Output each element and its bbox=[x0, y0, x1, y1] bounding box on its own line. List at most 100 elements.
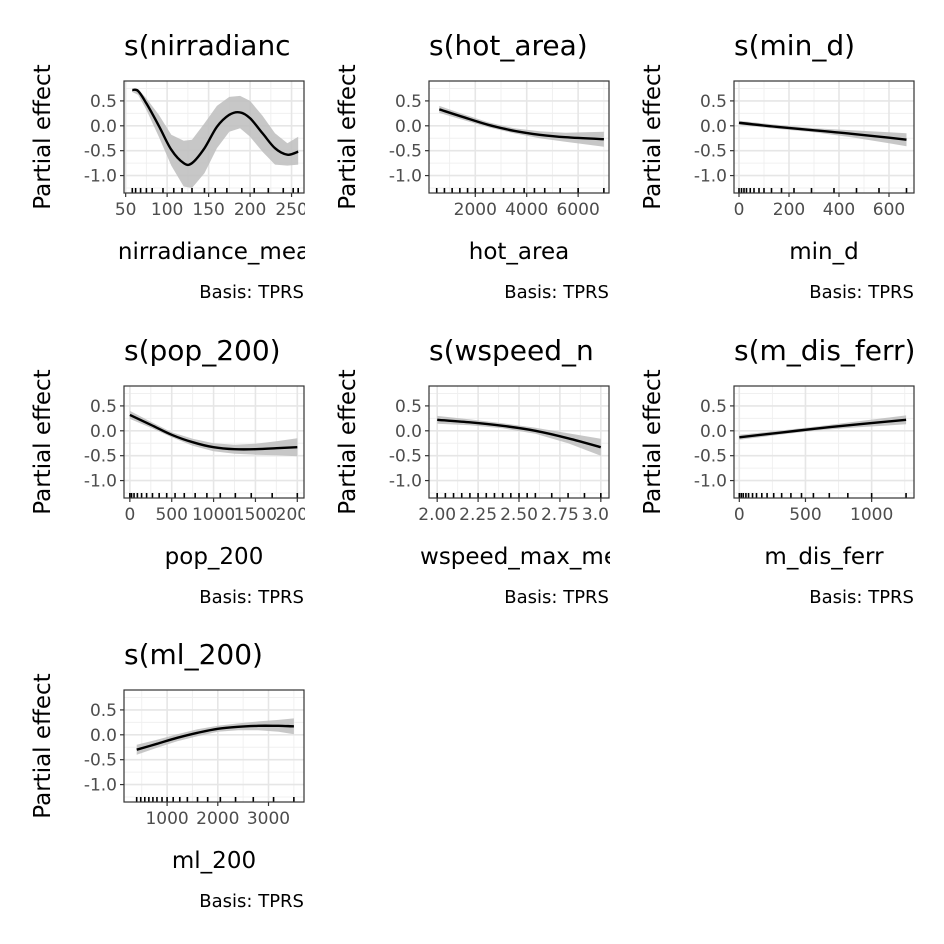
x-tick-label: 4000 bbox=[505, 200, 548, 220]
y-tick-label: 0.0 bbox=[395, 422, 422, 442]
panel-title: s(wspeed_n bbox=[429, 334, 594, 367]
y-tick-label: -1.0 bbox=[84, 776, 117, 796]
x-tick-label: 0 bbox=[124, 505, 135, 525]
y-tick-label: 0.5 bbox=[700, 397, 727, 417]
y-axis-label: Partial effect bbox=[640, 64, 666, 209]
smooth-line bbox=[738, 121, 907, 141]
x-tick-label: 2000 bbox=[276, 505, 319, 525]
x-tick-label: 500 bbox=[789, 505, 821, 525]
y-tick-label: 0.0 bbox=[395, 117, 422, 137]
y-axis-label: Partial effect bbox=[30, 673, 56, 818]
y-tick-label: -1.0 bbox=[84, 167, 117, 187]
x-tick-label: 6000 bbox=[557, 200, 600, 220]
x-axis-label: m_dis_ferr bbox=[764, 544, 884, 570]
y-tick-label: -1.0 bbox=[694, 472, 727, 492]
y-tick-label: 0.5 bbox=[700, 92, 727, 112]
x-tick-label: 200 bbox=[234, 200, 266, 220]
confidence-band bbox=[129, 410, 298, 457]
x-axis-label: ml_200 bbox=[172, 848, 256, 874]
x-tick-label: 2.50 bbox=[500, 505, 538, 525]
y-tick-label: -1.0 bbox=[694, 167, 727, 187]
x-tick-label: 500 bbox=[155, 505, 187, 525]
panel-1: 50 100 150 200 250 0.5 0.0 -0.5 -1.0 s(nirradianc… bbox=[30, 29, 310, 303]
confidence-band bbox=[136, 718, 294, 755]
panel-title: s(m_dis_ferr) bbox=[734, 334, 915, 367]
x-tick-label: 2.00 bbox=[418, 505, 456, 525]
panel-5: 2.00 2.25 2.50 2.75 3.00 0.5 0.0 -0.5 -1.0 s(wspe… bbox=[335, 334, 620, 608]
plot-area bbox=[734, 386, 914, 498]
y-axis-label: Partial effect bbox=[30, 64, 56, 209]
panel-border bbox=[123, 689, 305, 803]
x-tick-label: 400 bbox=[823, 200, 855, 220]
x-tick-label: 1000 bbox=[145, 809, 188, 829]
x-tick-label: 3.00 bbox=[582, 505, 620, 525]
y-tick-label: -0.5 bbox=[694, 142, 727, 162]
x-tick-label: 0 bbox=[734, 200, 745, 220]
x-axis-label: nirradiance_mea bbox=[118, 239, 310, 265]
y-tick-label: 0.5 bbox=[90, 92, 117, 112]
y-tick-label: 0.5 bbox=[395, 92, 422, 112]
y-tick-label: 0.0 bbox=[90, 422, 117, 442]
panel-title: s(min_d) bbox=[734, 29, 855, 62]
y-tick-label: -1.0 bbox=[389, 167, 422, 187]
x-tick-label: 2.75 bbox=[541, 505, 579, 525]
x-tick-label: 1000 bbox=[192, 505, 235, 525]
panel-title: s(pop_200) bbox=[124, 334, 281, 367]
y-tick-label: 0.0 bbox=[700, 422, 727, 442]
y-tick-label: -0.5 bbox=[389, 447, 422, 467]
caption: Basis: TPRS bbox=[504, 282, 609, 303]
x-tick-label: 250 bbox=[275, 200, 307, 220]
x-tick-label: 2000 bbox=[454, 200, 497, 220]
x-tick-label: 3000 bbox=[247, 809, 290, 829]
y-tick-label: -0.5 bbox=[389, 142, 422, 162]
x-tick-label: 50 bbox=[115, 200, 137, 220]
confidence-band bbox=[132, 89, 299, 188]
confidence-band bbox=[437, 415, 601, 456]
smooth-line bbox=[136, 724, 294, 751]
y-tick-label: 0.0 bbox=[700, 117, 727, 137]
panel-2: 2000 4000 6000 0.5 0.0 -0.5 -1.0 s(hot_area)hot… bbox=[335, 29, 610, 303]
smooth-line bbox=[437, 418, 602, 449]
panel-border bbox=[123, 80, 305, 194]
y-axis-label: Partial effect bbox=[30, 369, 56, 514]
y-tick-label: -0.5 bbox=[84, 142, 117, 162]
x-tick-label: 100 bbox=[151, 200, 183, 220]
x-tick-label: 2.25 bbox=[459, 505, 497, 525]
x-axis-label: min_d bbox=[789, 239, 858, 265]
caption: Basis: TPRS bbox=[809, 282, 914, 303]
panel-3: 0 200 400 600 0.5 0.0 -0.5 -1.0 s(min_d) min_d Par… bbox=[640, 29, 915, 303]
caption: Basis: TPRS bbox=[504, 587, 609, 608]
y-axis-label: Partial effect bbox=[335, 64, 361, 209]
y-tick-label: -1.0 bbox=[389, 472, 422, 492]
x-axis-label: wspeed_max_me bbox=[420, 544, 618, 570]
y-tick-label: 0.0 bbox=[90, 726, 117, 746]
x-axis-label: pop_200 bbox=[165, 544, 264, 570]
y-axis-label: Partial effect bbox=[335, 369, 361, 514]
y-tick-label: 0.5 bbox=[90, 701, 117, 721]
x-tick-label: 1500 bbox=[234, 505, 277, 525]
x-tick-label: 200 bbox=[773, 200, 805, 220]
y-tick-label: -0.5 bbox=[694, 447, 727, 467]
smooth-line bbox=[438, 108, 604, 141]
panel-title: s(ml_200) bbox=[124, 638, 263, 671]
x-tick-label: 1000 bbox=[850, 505, 893, 525]
x-tick-label: 150 bbox=[192, 200, 224, 220]
y-tick-label: 0.5 bbox=[90, 397, 117, 417]
panel-border bbox=[428, 80, 610, 194]
smooth-line bbox=[739, 418, 907, 439]
panel-7: 1000 2000 3000 0.5 0.0 -0.5 -1.0 s(ml_200) ml_20… bbox=[30, 638, 305, 912]
caption: Basis: TPRS bbox=[809, 587, 914, 608]
panel-6: 0 500 1000 0.5 0.0 -0.5 -1.0 s(m_dis_ferr) m_dis… bbox=[640, 334, 915, 608]
y-tick-label: 0.0 bbox=[90, 117, 117, 137]
y-tick-label: -0.5 bbox=[84, 447, 117, 467]
x-axis-label: hot_area bbox=[469, 239, 569, 265]
x-tick-label: 2000 bbox=[196, 809, 239, 829]
caption: Basis: TPRS bbox=[199, 282, 304, 303]
y-tick-label: -1.0 bbox=[84, 472, 117, 492]
x-tick-label: 0 bbox=[734, 505, 745, 525]
smooth-line bbox=[129, 413, 298, 451]
y-axis-label: Partial effect bbox=[640, 369, 666, 514]
y-tick-label: -0.5 bbox=[84, 751, 117, 771]
panel-title: s(hot_area) bbox=[429, 29, 588, 62]
